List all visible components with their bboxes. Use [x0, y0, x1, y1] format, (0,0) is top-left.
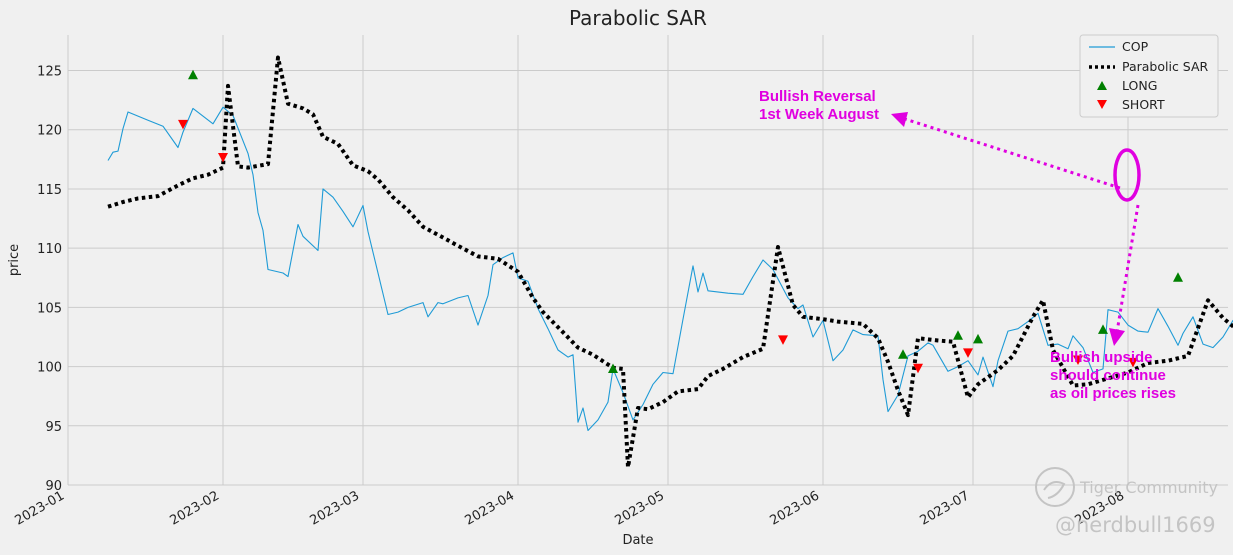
annotation-upside-line1: Bullish upside — [1050, 349, 1153, 366]
long-signal-marker — [608, 363, 618, 373]
y-axis-ticks: 90 95 100 105 110 115 120 125 — [37, 65, 62, 494]
reversal-arrow-line — [904, 117, 1121, 190]
tiger-logo-icon — [1035, 467, 1075, 507]
x-tick-label: 2023-02 — [167, 488, 222, 528]
annotation-upside: Bullish upside should continue as oil pr… — [1050, 349, 1176, 402]
x-tick-label: 2023-04 — [462, 488, 517, 528]
y-tick-label: 110 — [37, 242, 62, 257]
x-tick-label: 2023-03 — [307, 488, 362, 528]
marker-layer — [178, 69, 1183, 374]
legend-short-label: SHORT — [1122, 97, 1165, 112]
sar-series-line — [107, 55, 1233, 470]
legend-long-label: LONG — [1122, 78, 1157, 93]
tiger-logo-mark — [1043, 481, 1066, 499]
legend-short-marker — [1097, 100, 1107, 109]
watermark-handle: @nerdbull1669 — [1055, 513, 1216, 537]
legend-sar-label: Parabolic SAR — [1122, 59, 1209, 74]
reversal-arrow-head — [891, 112, 908, 127]
legend-cop-label: COP — [1122, 39, 1149, 54]
x-axis-ticks: 2023-01 2023-02 2023-03 2023-04 2023-05 2023-… — [12, 488, 1127, 528]
short-signal-marker — [1073, 355, 1083, 365]
cop-series-line — [107, 106, 1233, 432]
y-tick-label: 100 — [37, 361, 62, 376]
long-signal-marker — [953, 330, 963, 340]
series-layer — [107, 55, 1233, 470]
annotation-upside-line2: should continue — [1050, 367, 1166, 384]
upside-arrow-line — [1115, 204, 1140, 333]
long-signal-marker — [898, 349, 908, 359]
y-axis-label: price — [7, 244, 22, 276]
grid — [67, 35, 1228, 486]
upside-arrow-head — [1109, 328, 1125, 346]
chart-title: Parabolic SAR — [569, 6, 707, 30]
y-tick-label: 105 — [37, 301, 62, 316]
watermark-brand: Tiger Community — [1079, 478, 1218, 497]
legend-box — [1079, 34, 1219, 118]
short-signal-marker — [1128, 357, 1138, 368]
short-signal-marker — [963, 348, 973, 358]
watermark: Tiger Community @nerdbull1669 — [1035, 467, 1218, 537]
y-tick-label: 120 — [37, 124, 62, 139]
x-tick-label: 2023-05 — [612, 488, 667, 528]
legend: COP Parabolic SAR LONG SHORT — [1079, 34, 1219, 118]
annotation-reversal: Bullish Reversal 1st Week August — [759, 88, 879, 123]
y-tick-label: 125 — [37, 65, 62, 80]
y-tick-label: 95 — [45, 420, 62, 435]
short-signal-marker — [218, 152, 228, 163]
annotation-reversal-line2: 1st Week August — [759, 106, 879, 123]
short-signal-marker — [913, 363, 923, 374]
long-signal-marker — [188, 69, 198, 80]
short-signal-marker — [178, 119, 188, 130]
long-signal-marker — [1173, 272, 1183, 282]
y-tick-label: 90 — [45, 479, 62, 494]
x-axis-label: Date — [622, 533, 653, 548]
long-signal-marker — [973, 333, 983, 344]
annotation-reversal-line1: Bullish Reversal — [759, 88, 876, 105]
x-tick-label: 2023-07 — [917, 488, 972, 528]
y-tick-label: 115 — [37, 183, 62, 198]
legend-long-marker — [1097, 81, 1107, 90]
x-tick-label: 2023-06 — [767, 488, 822, 528]
short-signal-marker — [778, 335, 788, 345]
x-tick-label: 2023-01 — [12, 488, 67, 528]
long-signal-marker — [1098, 324, 1108, 334]
reversal-highlight-ellipse — [1113, 148, 1141, 202]
annotation-arrows — [891, 112, 1141, 346]
annotation-upside-line3: as oil prices rises — [1050, 385, 1176, 402]
